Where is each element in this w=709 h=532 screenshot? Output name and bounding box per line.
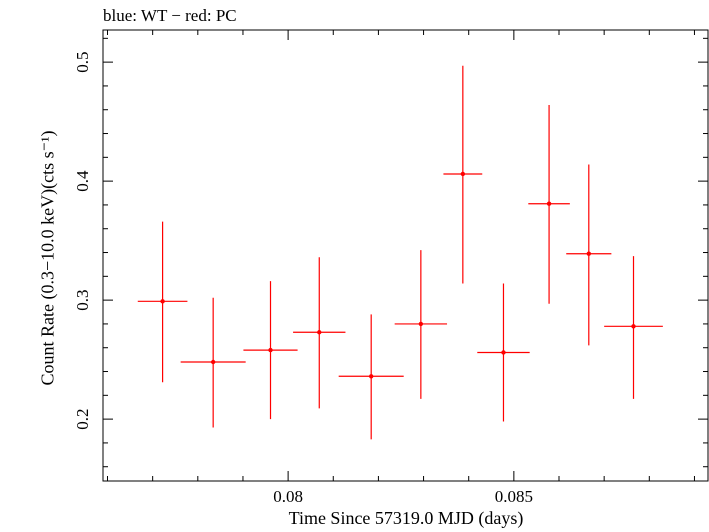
point-marker xyxy=(160,299,165,304)
data-point xyxy=(604,256,663,399)
x-axis-label: Time Since 57319.0 MJD (days) xyxy=(288,508,524,528)
point-marker xyxy=(268,347,273,353)
data-point xyxy=(338,314,404,440)
data-point xyxy=(243,281,298,420)
chart-title: blue: WT − red: PC xyxy=(103,6,237,25)
point-marker xyxy=(631,324,636,329)
point-marker xyxy=(418,321,424,327)
point-marker xyxy=(501,350,506,355)
point-marker xyxy=(460,171,466,177)
y-tick-label: 0.5 xyxy=(73,52,92,73)
data-point xyxy=(137,221,188,383)
data-point xyxy=(566,164,612,346)
point-marker xyxy=(368,374,374,379)
data-points xyxy=(137,65,663,440)
data-point xyxy=(180,297,246,428)
point-marker xyxy=(317,330,322,335)
data-point xyxy=(293,257,346,409)
point-marker xyxy=(546,201,552,206)
axis-ticks xyxy=(103,30,708,481)
y-tick-label: 0.2 xyxy=(73,408,92,429)
point-marker xyxy=(586,251,592,256)
data-point xyxy=(528,104,570,304)
data-point xyxy=(443,65,483,284)
point-marker xyxy=(210,359,216,365)
tick-labels: 0.08 0.085 0.2 0.3 0.4 0.5 xyxy=(73,52,533,506)
x-tick-label: 0.085 xyxy=(495,487,533,506)
data-point xyxy=(477,283,530,422)
x-tick-label: 0.08 xyxy=(273,487,303,506)
y-tick-label: 0.3 xyxy=(73,289,92,310)
plot-frame xyxy=(102,29,709,482)
data-point xyxy=(394,250,448,399)
y-tick-label: 0.4 xyxy=(73,170,92,192)
